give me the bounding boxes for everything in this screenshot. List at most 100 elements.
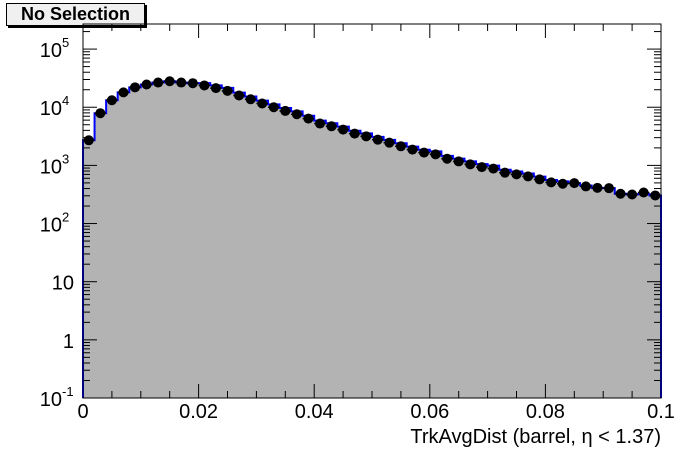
histogram-bar	[649, 195, 662, 398]
y-tick-label-base: 10	[40, 389, 62, 411]
histogram-bar	[499, 169, 512, 398]
y-tick-label: 10	[40, 156, 62, 178]
data-point-marker	[164, 76, 175, 87]
data-point-marker	[199, 80, 210, 91]
y-tick-label: 10	[52, 273, 74, 295]
histogram-bar	[94, 113, 107, 399]
data-point-marker	[153, 77, 164, 88]
data-point	[279, 105, 292, 116]
data-point	[383, 137, 396, 148]
axis-ticks	[82, 24, 662, 399]
histogram-bar	[383, 139, 396, 399]
data-point	[372, 134, 384, 145]
y-tick-label-base: 1	[63, 331, 74, 353]
data-point-marker	[395, 141, 406, 152]
data-point	[487, 163, 500, 174]
histogram-bar	[210, 85, 223, 399]
data-point	[244, 94, 257, 105]
histogram-bar	[129, 87, 142, 398]
data-point-marker	[303, 113, 314, 124]
data-point-marker	[222, 85, 233, 96]
histogram-bar	[418, 149, 431, 398]
data-point	[580, 181, 592, 192]
data-point-marker	[592, 182, 603, 193]
y-tick-label-base: 10	[40, 215, 62, 237]
histogram-bar	[429, 151, 442, 398]
data-point	[233, 90, 245, 101]
data-point-marker	[476, 162, 487, 173]
data-point-marker	[291, 109, 302, 120]
histogram-bar	[568, 183, 581, 398]
data-point	[614, 188, 627, 199]
y-tick-label-base: 10	[40, 40, 62, 62]
data-point-marker	[407, 144, 418, 155]
histogram-bar	[106, 100, 119, 398]
data-point-marker	[499, 167, 510, 178]
data-point-marker	[627, 189, 638, 200]
data-point	[337, 124, 349, 135]
data-point-marker	[95, 108, 106, 119]
data-point	[106, 95, 118, 106]
x-tick-label: 0.02	[179, 401, 218, 423]
data-point-marker	[557, 178, 568, 189]
data-point	[360, 131, 372, 142]
data-point	[348, 128, 361, 139]
histogram-bar	[591, 187, 604, 398]
histogram-bar	[302, 115, 315, 399]
data-point	[221, 85, 234, 96]
histogram-bar	[626, 194, 639, 398]
histogram-bar	[267, 104, 281, 399]
data-point-marker	[268, 102, 279, 113]
data-point	[522, 171, 534, 182]
data-point	[267, 102, 280, 113]
data-point	[603, 183, 615, 194]
data-point-marker	[546, 177, 557, 188]
data-point	[545, 177, 557, 188]
data-point	[476, 162, 488, 173]
histogram-bar	[487, 165, 500, 398]
histogram-bar	[510, 171, 523, 398]
data-point-marker	[280, 105, 291, 116]
title-box: No Selection	[6, 3, 145, 26]
histogram-bar	[614, 193, 627, 398]
data-point	[406, 144, 419, 155]
data-point	[163, 76, 176, 87]
x-tick-label: 0.04	[295, 401, 334, 423]
data-point-marker	[372, 134, 383, 145]
data-point	[556, 178, 569, 189]
data-point	[568, 178, 581, 189]
histogram-bar	[464, 161, 477, 398]
y-tick-label-exponent: 3	[62, 151, 69, 166]
data-point-marker	[210, 83, 221, 94]
y-tick-label: 10	[40, 98, 62, 120]
data-point-marker	[106, 95, 117, 106]
data-point	[256, 98, 268, 109]
histogram-bar	[556, 181, 570, 398]
y-tick-label: 1	[63, 331, 74, 353]
histogram-bar	[637, 194, 650, 398]
histogram-bar	[314, 120, 327, 399]
histogram-bar	[337, 126, 350, 398]
data-point	[637, 187, 650, 198]
data-point-marker	[511, 169, 522, 180]
histogram-bar	[452, 158, 465, 398]
data-point	[510, 169, 523, 180]
histogram-bar	[360, 133, 373, 398]
histogram-bar	[325, 123, 338, 399]
histogram-bar	[256, 100, 269, 398]
data-point-marker	[187, 78, 198, 89]
data-point-marker	[245, 94, 256, 105]
data-point-marker	[638, 187, 649, 198]
histogram-bar	[140, 84, 153, 399]
y-tick-label-exponent: 4	[62, 93, 69, 108]
data-point-marker	[83, 135, 94, 146]
data-point-marker	[338, 124, 349, 135]
data-point-marker	[361, 131, 372, 142]
histogram-bar	[533, 176, 546, 398]
data-point-marker	[453, 156, 464, 167]
data-point-marker	[430, 149, 441, 160]
y-tick-label: 10	[40, 389, 62, 411]
data-point-marker	[569, 178, 580, 189]
data-point	[140, 79, 153, 90]
